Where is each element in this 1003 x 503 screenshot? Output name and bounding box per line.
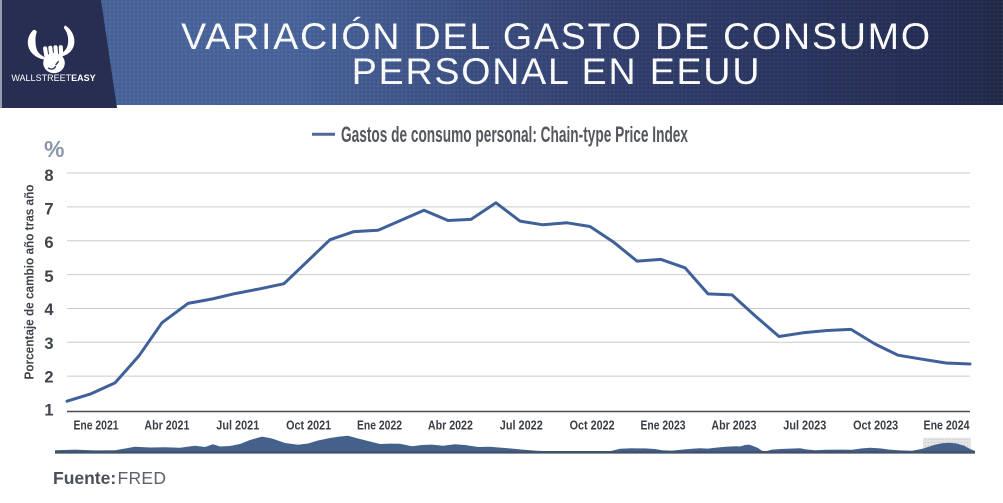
svg-text:Oct 2022: Oct 2022 — [570, 419, 615, 433]
svg-text:Gastos de consumo personal: Ch: Gastos de consumo personal: Chain-type P… — [341, 122, 688, 147]
svg-text:%: % — [44, 136, 64, 162]
svg-text:Abr 2021: Abr 2021 — [144, 419, 189, 433]
svg-text:FRED: FRED — [118, 468, 167, 488]
svg-text:Abr 2023: Abr 2023 — [711, 419, 756, 433]
svg-text:Oct 2023: Oct 2023 — [853, 419, 898, 433]
svg-text:7: 7 — [44, 200, 53, 218]
svg-text:Fuente:: Fuente: — [53, 468, 116, 488]
svg-text:6: 6 — [44, 234, 53, 252]
svg-text:Ene 2022: Ene 2022 — [357, 419, 402, 433]
svg-text:2: 2 — [44, 369, 53, 387]
svg-text:Abr 2022: Abr 2022 — [428, 419, 473, 433]
svg-text:3: 3 — [44, 335, 53, 353]
svg-text:Porcentaje de cambio año tras: Porcentaje de cambio año tras año — [23, 184, 37, 379]
svg-text:5: 5 — [44, 268, 53, 286]
svg-text:Ene 2021: Ene 2021 — [74, 419, 119, 433]
svg-text:Jul 2021: Jul 2021 — [216, 419, 259, 433]
svg-text:8: 8 — [44, 167, 53, 185]
svg-text:Ene 2024: Ene 2024 — [924, 419, 970, 433]
svg-text:Ene 2023: Ene 2023 — [641, 419, 686, 433]
svg-text:Oct 2021: Oct 2021 — [286, 419, 331, 433]
svg-text:1: 1 — [44, 402, 53, 420]
svg-text:Jul 2022: Jul 2022 — [500, 419, 543, 433]
svg-text:Jul 2023: Jul 2023 — [783, 419, 826, 433]
svg-text:4: 4 — [44, 301, 54, 319]
